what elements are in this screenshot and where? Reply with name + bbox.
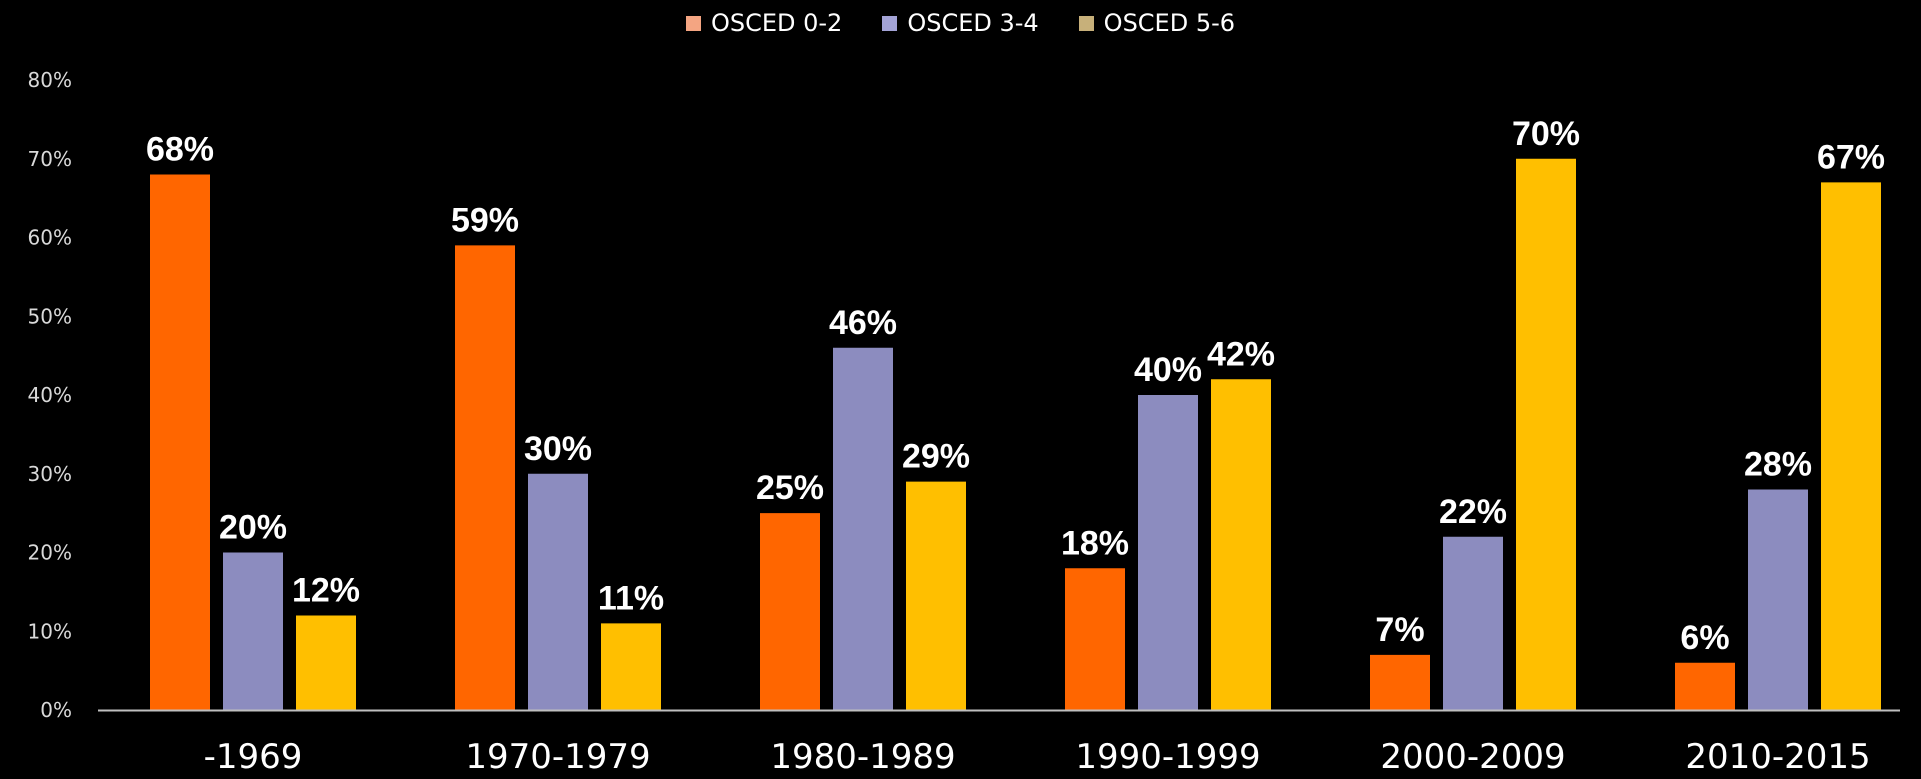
bar-osced-0-2-1 <box>455 245 515 710</box>
data-label: 29% <box>902 438 970 476</box>
x-tick-label: -1969 <box>204 737 303 777</box>
y-tick-label: 0% <box>40 698 72 722</box>
bar-osced-5-6-2 <box>906 481 966 710</box>
data-label: 22% <box>1439 493 1507 531</box>
data-label: 11% <box>598 579 664 617</box>
legend-label-osced-3-4: OSCED 3-4 <box>907 9 1039 37</box>
legend-label-osced-5-6: OSCED 5-6 <box>1103 9 1236 37</box>
data-label: 68% <box>146 131 214 169</box>
y-tick-label: 50% <box>28 304 72 328</box>
x-tick-label: 1990-1999 <box>1075 737 1260 777</box>
data-label: 30% <box>524 430 592 468</box>
x-tick-label: 1980-1989 <box>770 737 955 777</box>
bar-osced-0-2-3 <box>1065 568 1125 710</box>
y-tick-label: 10% <box>28 619 72 643</box>
y-tick-label: 60% <box>28 226 72 250</box>
bar-osced-3-4-1 <box>528 473 588 710</box>
bar-osced-0-2-2 <box>760 513 820 710</box>
bar-osced-0-2-4 <box>1370 654 1430 710</box>
legend-item-osced-5-6: OSCED 5-6 <box>1078 9 1236 37</box>
x-tick-label: 2000-2009 <box>1380 737 1565 777</box>
legend-swatch-osced-3-4 <box>882 15 898 31</box>
x-tick-label: 2010-2015 <box>1685 737 1870 777</box>
data-label: 28% <box>1744 446 1812 484</box>
y-tick-label: 30% <box>28 462 72 486</box>
bar-osced-3-4-0 <box>223 552 283 710</box>
bar-osced-3-4-3 <box>1138 395 1198 710</box>
bar-osced-5-6-4 <box>1516 158 1576 710</box>
data-label: 12% <box>292 572 360 610</box>
bar-osced-0-2-5 <box>1675 662 1735 710</box>
data-label: 42% <box>1207 335 1275 373</box>
bar-osced-5-6-3 <box>1211 379 1271 710</box>
data-label: 20% <box>219 509 287 547</box>
legend-label-osced-0-2: OSCED 0-2 <box>710 9 843 37</box>
y-tick-label: 80% <box>28 68 72 92</box>
y-tick-label: 20% <box>28 541 72 565</box>
data-label: 25% <box>756 469 824 507</box>
legend-swatch-osced-5-6 <box>1078 15 1094 31</box>
bar-osced-5-6-5 <box>1821 182 1881 710</box>
data-label: 70% <box>1512 115 1580 153</box>
y-tick-label: 70% <box>28 147 72 171</box>
y-tick-label: 40% <box>28 383 72 407</box>
legend-item-osced-0-2: OSCED 0-2 <box>685 9 843 37</box>
legend-swatch-osced-0-2 <box>685 15 701 31</box>
x-tick-label: 1970-1979 <box>465 737 650 777</box>
bar-osced-3-4-5 <box>1748 489 1808 710</box>
legend-item-osced-3-4: OSCED 3-4 <box>882 9 1039 37</box>
data-label: 40% <box>1134 351 1202 389</box>
data-label: 18% <box>1061 524 1129 562</box>
data-label: 6% <box>1680 619 1729 657</box>
data-label: 59% <box>451 201 519 239</box>
data-label: 46% <box>829 304 897 342</box>
bar-osced-5-6-0 <box>296 615 356 710</box>
bar-osced-0-2-0 <box>150 174 210 710</box>
legend: OSCED 0-2 OSCED 3-4 OSCED 5-6 <box>0 6 1921 40</box>
bar-osced-3-4-4 <box>1443 536 1503 710</box>
bar-osced-3-4-2 <box>833 347 893 710</box>
data-label: 7% <box>1375 611 1424 649</box>
data-label: 67% <box>1817 138 1885 176</box>
bar-osced-5-6-1 <box>601 623 661 710</box>
